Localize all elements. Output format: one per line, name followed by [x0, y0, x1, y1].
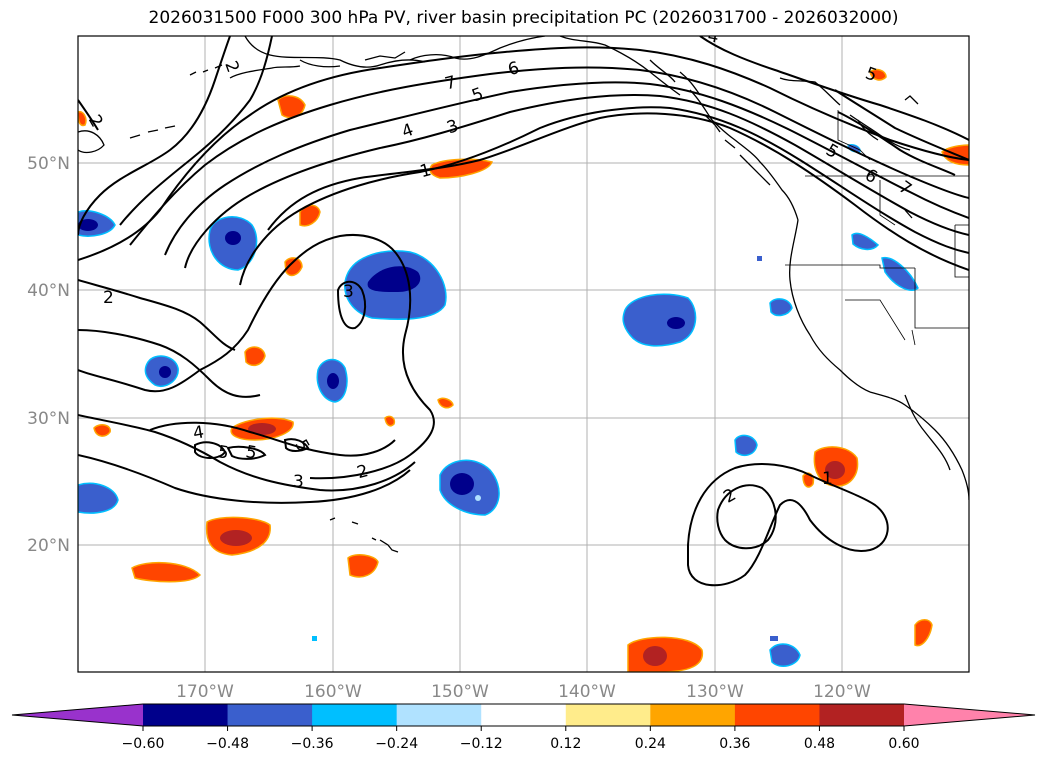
colorbar-tick-label: −0.36: [291, 736, 334, 752]
pv-label: 3: [343, 282, 354, 302]
lat-label: 50°N: [27, 154, 70, 174]
map-area: [78, 36, 969, 672]
colorbar-segment: [734, 704, 820, 726]
pv-label: 7: [443, 72, 459, 94]
lat-label: 40°N: [27, 281, 70, 301]
pv-label: 2: [103, 288, 114, 308]
colorbar-tick-label: −0.12: [460, 736, 503, 752]
colorbar-segment: [312, 704, 398, 726]
colorbar-extension-high: [904, 704, 1035, 726]
graticule: [78, 36, 969, 672]
colorbar-segment: [481, 704, 567, 726]
colorbar-segment: [143, 704, 229, 726]
colorbar-tick-label: 0.60: [888, 736, 919, 752]
latitude-labels: 50°N 40°N 30°N 20°N: [27, 154, 70, 556]
colorbar-segment: [227, 704, 313, 726]
pv-contours: [78, 36, 969, 587]
lat-label: 20°N: [27, 536, 70, 556]
colorbar-tick-label: 0.36: [719, 736, 750, 752]
colorbar-tick-label: −0.48: [206, 736, 249, 752]
colorbar-segment: [565, 704, 651, 726]
coastlines: [78, 36, 969, 553]
pv-label: 5: [216, 442, 230, 464]
lon-label: 160°W: [304, 682, 362, 702]
lon-label: 140°W: [558, 682, 616, 702]
map-title: 2026031500 F000 300 hPa PV, river basin …: [148, 8, 899, 28]
negative-anomaly-regions: [78, 144, 919, 667]
political-borders: [785, 110, 969, 346]
positive-anomaly-regions: [78, 68, 969, 672]
colorbar-extension-low: [12, 704, 143, 726]
pv-label: 4: [706, 26, 720, 48]
colorbar-tick-label: 0.12: [550, 736, 581, 752]
longitude-labels: 170°W 160°W 150°W 140°W 130°W 120°W: [176, 682, 871, 702]
lon-label: 170°W: [176, 682, 234, 702]
colorbar: −0.60 −0.48 −0.36 −0.24 −0.12 0.12 0.24 0.36 0.4…: [11, 703, 1036, 752]
lat-label: 30°N: [27, 409, 70, 429]
lon-label: 150°W: [431, 682, 489, 702]
pv-label: 5: [244, 442, 258, 464]
colorbar-tick-label: −0.24: [375, 736, 418, 752]
colorbar-segment: [819, 704, 905, 726]
pv-label: 2: [355, 461, 371, 483]
pv-label: 1: [822, 469, 833, 489]
map-frame: [77, 35, 970, 673]
lon-label: 120°W: [813, 682, 871, 702]
pv-label: 4: [192, 422, 206, 444]
pv-label: 6: [506, 58, 522, 80]
lon-label: 130°W: [686, 682, 744, 702]
colorbar-tick-label: 0.24: [635, 736, 666, 752]
pv-label: 3: [293, 472, 304, 492]
colorbar-segment: [650, 704, 736, 726]
colorbar-tick-label: 0.48: [804, 736, 835, 752]
pv-contour-labels: 2 2 7 6 5 4 3 1 2 3 4 5 5 5 3 2 2 1 5 6 …: [84, 26, 915, 508]
colorbar-segment: [396, 704, 482, 726]
colorbar-tick-label: −0.60: [122, 736, 165, 752]
pv-label: 1: [418, 160, 434, 182]
